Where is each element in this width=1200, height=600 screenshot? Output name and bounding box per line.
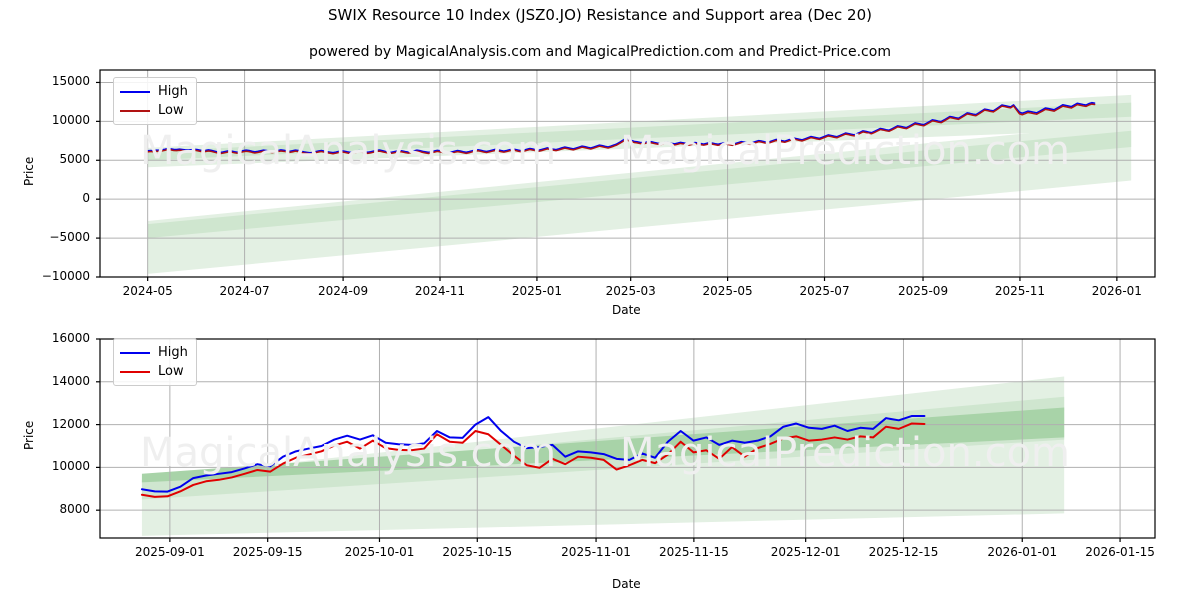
x-tick-label: 2025-11-15	[658, 545, 729, 559]
x-tick-label: 2025-07	[799, 284, 850, 298]
y-tick-label: 5000	[59, 152, 90, 167]
legend-label-high: High	[158, 345, 188, 360]
x-tick-label: 2025-12-15	[868, 545, 939, 559]
y-tick-label: 10000	[51, 459, 90, 474]
legend-swatch-low	[120, 370, 150, 373]
y-tick-label: 16000	[51, 331, 90, 345]
plot-frame	[99, 338, 1156, 539]
plot-frame	[99, 69, 1156, 278]
x-tick-label: 2025-09-01	[134, 545, 205, 559]
zoom-legend: High Low	[113, 338, 197, 386]
zoom-chart-svg	[96, 338, 1156, 542]
legend-label-high: High	[158, 84, 188, 99]
y-tick-label: 0	[82, 191, 90, 206]
band-resistance-core	[147, 102, 1132, 161]
x-tick-label: 2025-09	[897, 284, 949, 298]
x-tick-label: 2026-01-15	[1085, 545, 1155, 559]
x-tick-label: 2025-10-01	[344, 545, 415, 559]
y-tick-label: −5000	[49, 230, 90, 245]
x-tick-label: 2025-12-01	[770, 545, 841, 559]
legend-swatch-high	[120, 351, 150, 354]
x-tick-label: 2025-09-15	[232, 545, 303, 559]
x-tick-label: 2024-05	[122, 284, 173, 298]
legend-swatch-low	[120, 109, 150, 112]
y-tick-label: 14000	[51, 373, 90, 388]
x-tick-label: 2025-10-15	[442, 545, 513, 559]
x-tick-label: 2025-03	[605, 284, 656, 298]
page-subtitle: powered by MagicalAnalysis.com and Magic…	[309, 44, 891, 60]
x-tick-label: 2025-11-01	[561, 545, 631, 559]
series-line-low	[146, 103, 1096, 155]
legend-label-low: Low	[158, 364, 184, 379]
legend-item-low[interactable]: Low	[120, 362, 188, 381]
y-tick-label: 15000	[51, 74, 90, 89]
x-tick-label: 2024-09	[318, 284, 369, 298]
x-tick-label: 2025-11	[994, 284, 1045, 298]
y-tick-label: 8000	[59, 502, 90, 517]
x-tick-label: 2026-01-01	[987, 545, 1058, 559]
y-tick-label: 10000	[51, 113, 90, 128]
overview-legend: High Low	[113, 77, 197, 125]
legend-item-low[interactable]: Low	[120, 101, 188, 120]
x-tick-label: 2025-05	[702, 284, 753, 298]
x-tick-label: 2024-07	[219, 284, 270, 298]
zoom-chart-panel: MagicalAnalysis.com MagicalPrediction.co…	[0, 325, 1200, 600]
overview-x-axis-label: Date	[612, 303, 641, 317]
x-tick-label: 2025-01	[511, 284, 562, 298]
page-title: SWIX Resource 10 Index (JSZ0.JO) Resista…	[328, 6, 872, 24]
series-line-high	[140, 415, 926, 493]
series-line-low	[140, 422, 926, 498]
y-tick-label: −10000	[41, 269, 90, 283]
band-support-core	[147, 130, 1132, 239]
legend-swatch-high	[120, 90, 150, 93]
legend-item-high[interactable]: High	[120, 343, 188, 362]
x-tick-label: 2026-01	[1091, 284, 1142, 298]
x-tick-label: 2024-11	[414, 284, 466, 298]
legend-label-low: Low	[158, 103, 184, 118]
overview-chart-panel: MagicalAnalysis.com MagicalPrediction.co…	[0, 60, 1200, 320]
zoom-x-axis-label: Date	[612, 577, 641, 591]
series-line-high	[146, 101, 1096, 154]
y-tick-label: 12000	[51, 416, 90, 431]
legend-item-high[interactable]: High	[120, 82, 188, 101]
overview-chart-svg	[96, 69, 1156, 281]
